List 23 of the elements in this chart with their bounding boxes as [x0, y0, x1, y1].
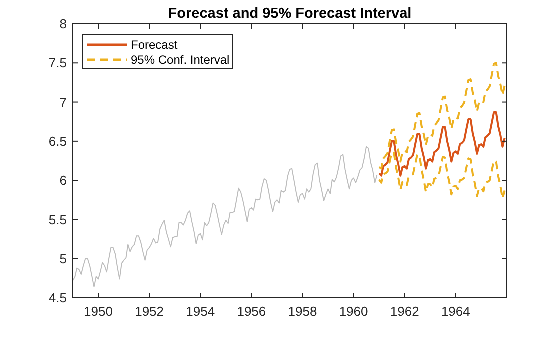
legend-label: 95% Conf. Interval — [131, 53, 230, 68]
y-tick-label: 5.5 — [48, 212, 67, 228]
line-series — [378, 151, 506, 200]
line-series — [378, 111, 506, 177]
x-tick-label: 1952 — [135, 304, 164, 319]
x-tick-label: 1964 — [441, 304, 470, 319]
x-tick-label: 1960 — [339, 304, 368, 319]
chart-title: Forecast and 95% Forecast Interval — [168, 6, 412, 22]
y-tick-label: 4.5 — [48, 290, 67, 306]
line-series — [73, 146, 378, 288]
x-tick-label: 1956 — [237, 304, 266, 319]
y-tick-label: 7.5 — [48, 56, 67, 71]
y-tick-label: 8 — [60, 16, 67, 32]
y-tick-label: 7 — [60, 94, 67, 110]
legend-label: Forecast — [131, 38, 178, 52]
x-tick-label: 1962 — [390, 304, 420, 319]
y-tick-label: 5 — [60, 251, 67, 266]
y-tick-label: 6 — [60, 173, 67, 188]
line-series — [378, 62, 506, 170]
x-tick-label: 1958 — [288, 304, 318, 319]
x-tick-label: 1954 — [186, 304, 216, 319]
y-tick-label: 6.5 — [48, 134, 67, 149]
x-tick-label: 1950 — [84, 304, 113, 319]
